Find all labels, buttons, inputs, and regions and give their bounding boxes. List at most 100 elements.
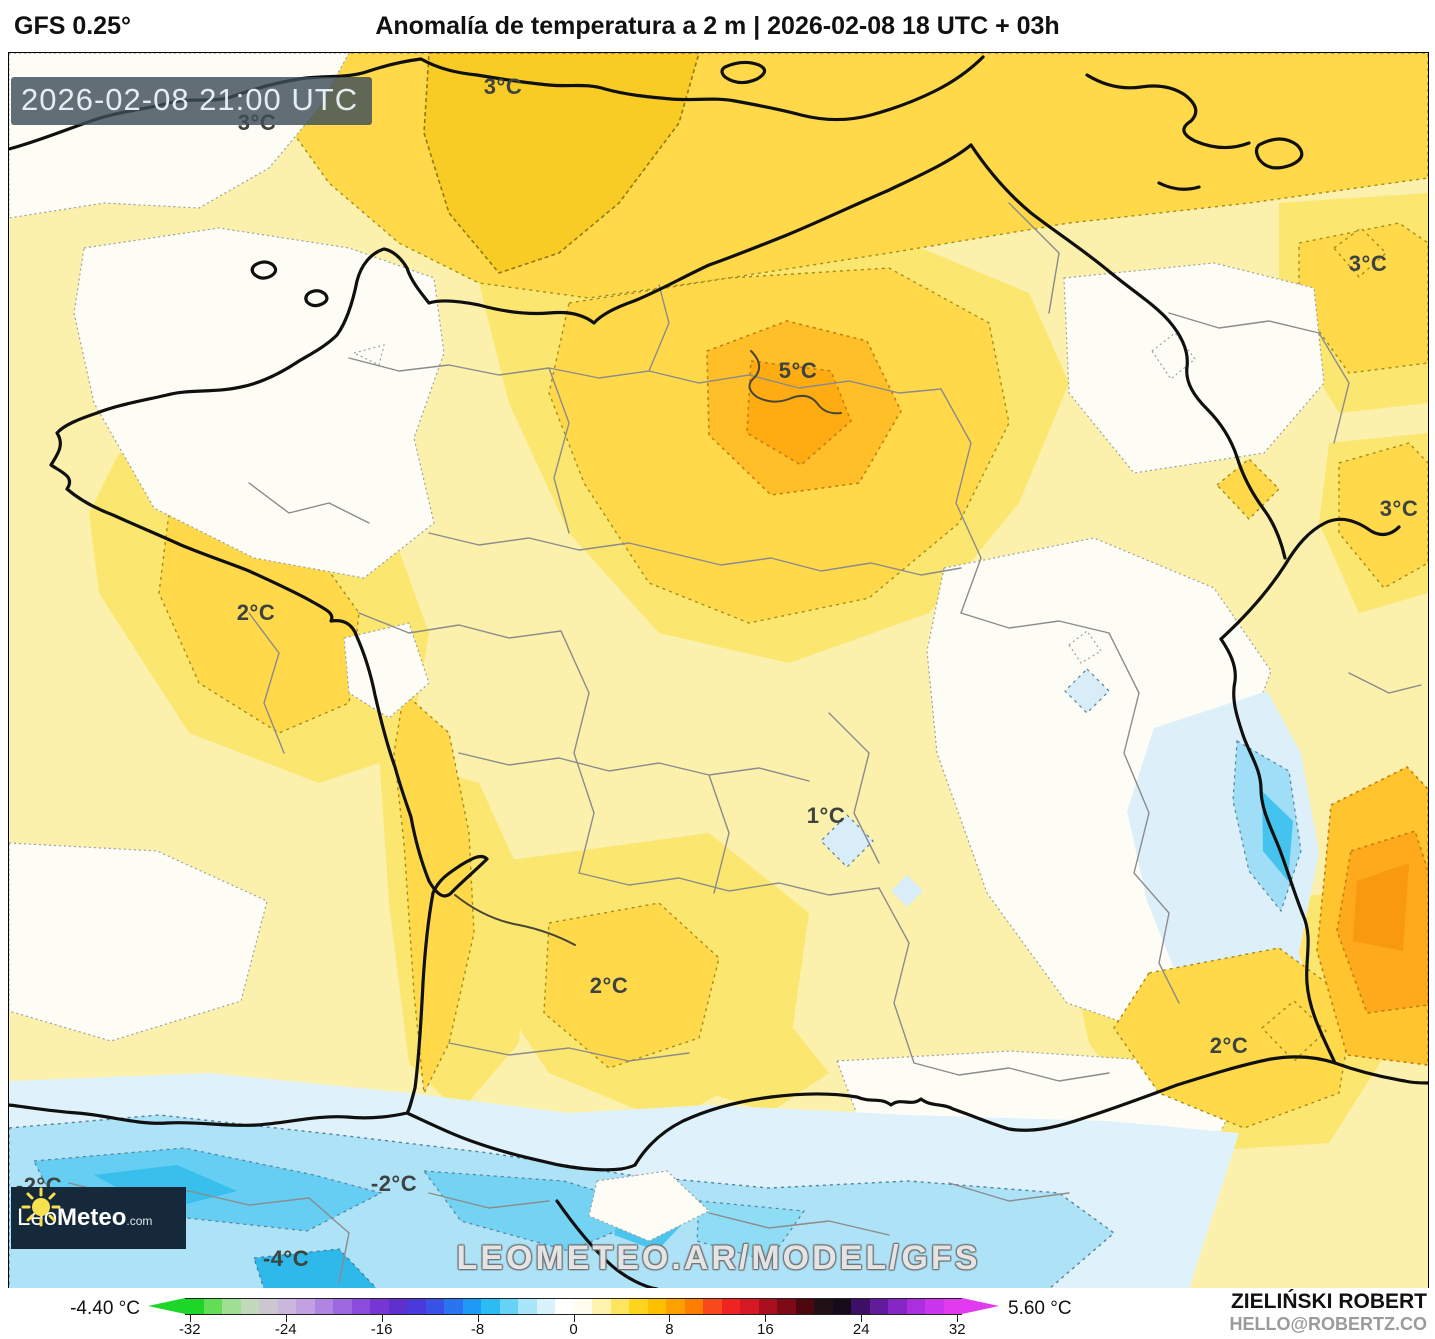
colorbar-tick-label: -8 — [470, 1321, 485, 1338]
colorbar-tick-mark — [573, 1315, 575, 1322]
colorbar-segment — [203, 1299, 222, 1314]
colorbar — [185, 1298, 962, 1315]
colorbar-segment — [740, 1299, 759, 1314]
rivers — [454, 350, 842, 946]
colorbar-segment — [925, 1299, 944, 1314]
map-temp-label: 2°C — [236, 600, 276, 625]
colorbar-tick-mark — [957, 1315, 959, 1322]
colorbar-segment — [277, 1299, 296, 1314]
colorbar-segment — [333, 1299, 352, 1314]
belgium-rhine-border — [969, 143, 1287, 560]
france-coast — [9, 143, 973, 1127]
admin-borders — [68, 202, 1422, 1284]
colorbar-segment — [296, 1299, 315, 1314]
colorbar-segment — [499, 1299, 518, 1314]
colorbar-segment — [610, 1299, 629, 1314]
colorbar-segment — [851, 1299, 870, 1314]
credit-name: ZIELIŃSKI ROBERT — [1230, 1290, 1427, 1313]
map-temp-label: -4°C — [262, 1246, 310, 1271]
map-temp-label: 3°C — [1379, 496, 1419, 521]
colorbar-segment — [222, 1299, 241, 1314]
colorbar-tick-label: 16 — [757, 1321, 774, 1338]
colorbar-segment — [684, 1299, 703, 1314]
anomaly-field-svg — [9, 53, 1428, 1289]
colorbar-segment — [462, 1299, 481, 1314]
colorbar-segment — [647, 1299, 666, 1314]
page-title: Anomalía de temperatura a 2 m | 2026-02-… — [375, 12, 1060, 40]
channel-island-2 — [304, 289, 329, 308]
colorbar-segment — [592, 1299, 611, 1314]
colorbar-segment — [351, 1299, 370, 1314]
colorbar-tick-mark — [861, 1315, 863, 1322]
alps-border — [1219, 637, 1337, 1065]
colorbar-segment — [444, 1299, 463, 1314]
colorbar-left-arrow — [148, 1298, 185, 1314]
colorbar-segment — [832, 1299, 851, 1314]
colorbar-segment — [259, 1299, 278, 1314]
deep-gold-core — [423, 53, 700, 274]
colorbar-tick-label: -24 — [274, 1321, 297, 1338]
colorbar-right-arrow — [962, 1298, 999, 1314]
colorbar-segment — [758, 1299, 777, 1314]
colorbar-tick-label: 8 — [665, 1321, 674, 1338]
model-tag: GFS 0.25° — [14, 12, 131, 40]
pyrenees-border — [405, 1111, 637, 1172]
timestamp-badge: 2026-02-08 21:00 UTC — [11, 77, 373, 125]
credit-email: HELLO@ROBERTZ.CO — [1229, 1314, 1427, 1334]
colorbar-segment — [573, 1299, 592, 1314]
colorbar-tick-label: 32 — [948, 1321, 966, 1338]
colorbar-segment — [703, 1299, 722, 1314]
colorbar-tick-label: -16 — [370, 1321, 393, 1338]
colorbar-tick-mark — [765, 1315, 767, 1322]
colorbar-tick-mark — [477, 1315, 479, 1322]
colorbar-segment — [536, 1299, 555, 1314]
colorbar-tick-mark — [189, 1315, 191, 1322]
colorbar-min-label: -4.40 °C — [70, 1298, 140, 1319]
colorbar-segment — [240, 1299, 259, 1314]
map-temp-label: -2°C — [370, 1171, 418, 1196]
dashed-contour-details — [352, 332, 1196, 664]
colorbar-segment — [407, 1299, 426, 1314]
colorbar-segment — [795, 1299, 814, 1314]
map-temp-label: 3°C — [483, 74, 523, 99]
jura-swiss-border — [1219, 517, 1401, 641]
colorbar-segment — [370, 1299, 389, 1314]
logo-suffix: .com — [126, 1214, 153, 1228]
colorbar-segment — [314, 1299, 333, 1314]
colorbar-segment — [869, 1299, 888, 1314]
colorbar-tick-label: 0 — [569, 1321, 578, 1338]
colorbar-tick-mark — [285, 1315, 287, 1322]
colorbar-segment — [777, 1299, 796, 1314]
map-temp-label: 3°C — [1348, 251, 1388, 276]
logo-part2: Meteo — [57, 1204, 127, 1231]
colorbar-tick-mark — [381, 1315, 383, 1322]
colorbar-max-label: 5.60 °C — [1008, 1298, 1072, 1319]
footer: -4.40 °C 5.60 °C -32 -24 -16 -8 0 8 16 24 32 ZIE… — [0, 1288, 1435, 1339]
colorbar-segment — [388, 1299, 407, 1314]
header: GFS 0.25° Anomalía de temperatura a 2 m … — [0, 0, 1435, 52]
colorbar-segment — [888, 1299, 907, 1314]
colorbar-segment — [425, 1299, 444, 1314]
colorbar-segment — [943, 1299, 962, 1314]
colorbar-segment — [185, 1299, 204, 1314]
orange-regions — [706, 320, 1428, 1066]
colorbar-segment — [906, 1299, 925, 1314]
map-temp-label: 2°C — [589, 973, 629, 998]
colorbar-segment — [518, 1299, 537, 1314]
colorbar-tick-mark — [669, 1315, 671, 1322]
mediterranean-coast — [633, 1055, 1428, 1167]
leometeo-logo: LeoMeteo.com — [11, 1187, 186, 1249]
colorbar-segment — [481, 1299, 500, 1314]
isle-islet — [720, 60, 767, 85]
map-canvas: 3°C3°C3°C3°C2°C5°C1°C2°C2°C-2°C-2°C-4°C … — [8, 52, 1429, 1290]
map-temp-label: 5°C — [778, 358, 818, 383]
colorbar-segment — [555, 1299, 574, 1314]
colorbar-tick-label: 24 — [852, 1321, 870, 1338]
map-temp-label: 2°C — [1209, 1033, 1249, 1058]
channel-island-1 — [250, 260, 278, 280]
netherlands-coast — [1085, 73, 1304, 191]
watermark-url: LEOMETEO.AR/MODEL/GFS — [456, 1239, 981, 1277]
sun-icon — [21, 1187, 61, 1227]
colorbar-segment — [814, 1299, 833, 1314]
